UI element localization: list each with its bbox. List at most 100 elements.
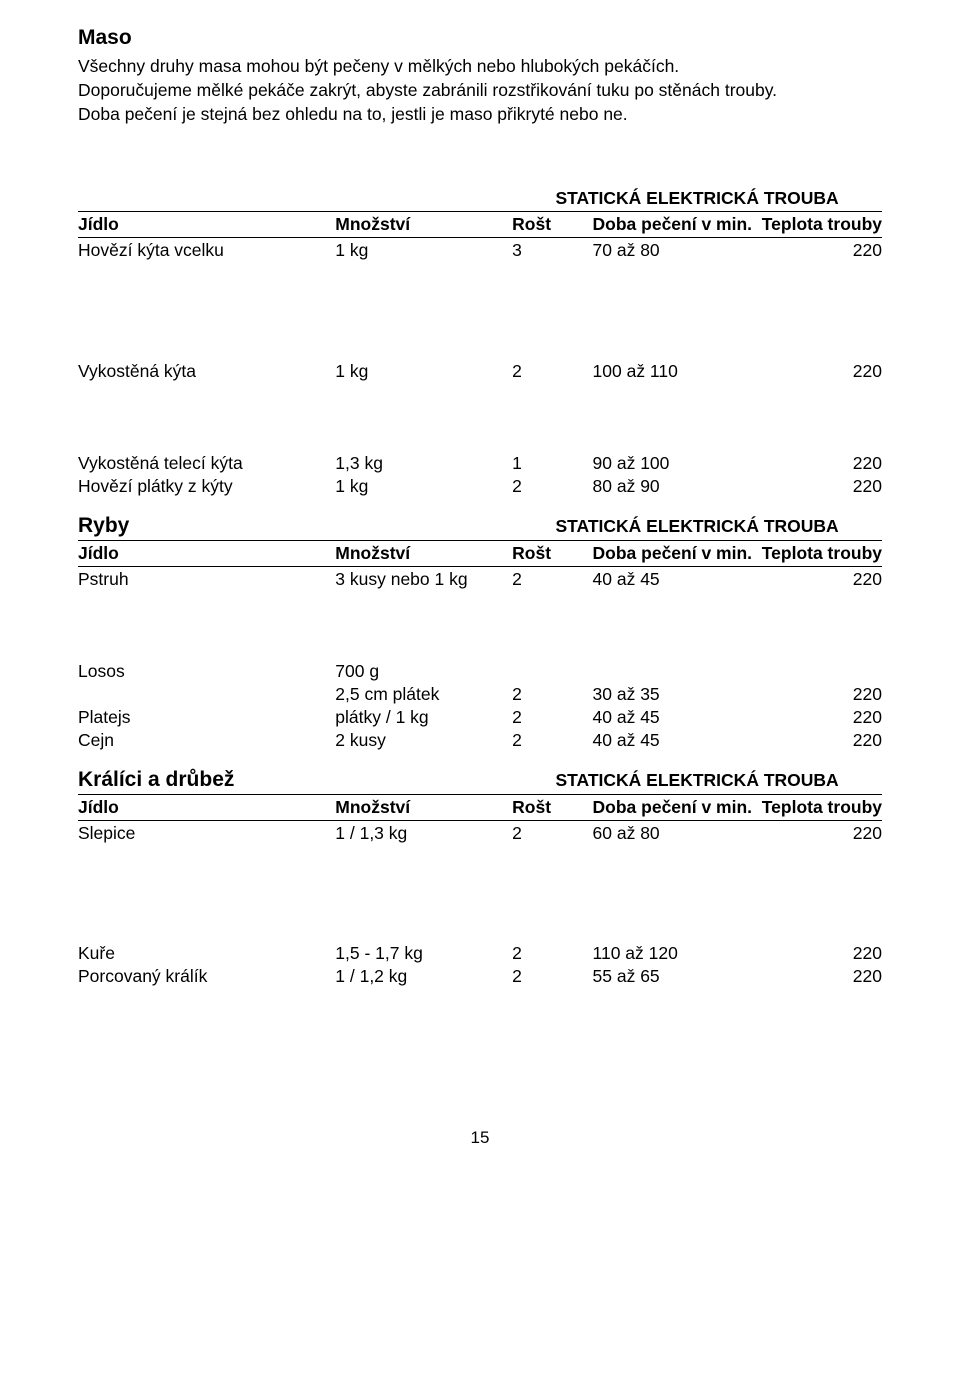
cell-time: 30 až 35	[593, 683, 762, 706]
cell-temp: 220	[761, 729, 882, 752]
cell-time: 90 až 100	[593, 452, 762, 475]
col-food: Jídlo	[78, 541, 335, 567]
cell-food: Vykostěná telecí kýta	[78, 452, 335, 475]
table-row: Platejs plátky / 1 kg 2 40 až 45 220	[78, 706, 882, 729]
col-qty: Množství	[335, 795, 512, 821]
cell-rack: 2	[512, 965, 592, 988]
intro-paragraph: Všechny druhy masa mohou být pečeny v mě…	[78, 54, 882, 126]
cell-qty: 2 kusy	[335, 729, 512, 752]
cell-food: Pstruh	[78, 567, 335, 593]
cell-time: 40 až 45	[593, 706, 762, 729]
cell-rack: 2	[512, 475, 592, 498]
poultry-table: Králíci a drůbež STATICKÁ ELEKTRICKÁ TRO…	[78, 766, 882, 988]
table-row: Pstruh 3 kusy nebo 1 kg 2 40 až 45 220	[78, 567, 882, 593]
table-row: Hovězí plátky z kýty 1 kg 2 80 až 90 220	[78, 475, 882, 498]
cell-time: 55 až 65	[593, 965, 762, 988]
cell-time	[593, 660, 762, 683]
cell-temp: 220	[761, 238, 882, 264]
table-row: Vykostěná kýta 1 kg 2 100 až 110 220	[78, 359, 882, 384]
table-row: Hovězí kýta vcelku 1 kg 3 70 až 80 220	[78, 238, 882, 264]
cell-rack: 3	[512, 238, 592, 264]
table-row: Vykostěná telecí kýta 1,3 kg 1 90 až 100…	[78, 452, 882, 475]
page-title: Maso	[78, 26, 882, 50]
cell-time: 40 až 45	[593, 567, 762, 593]
table-row: Kuře 1,5 - 1,7 kg 2 110 až 120 220	[78, 942, 882, 965]
page-number: 15	[78, 1128, 882, 1148]
cell-qty: 1 kg	[335, 238, 512, 264]
cell-rack: 2	[512, 359, 592, 384]
cell-qty: 1,5 - 1,7 kg	[335, 942, 512, 965]
cell-time: 100 až 110	[593, 359, 762, 384]
cell-food: Kuře	[78, 942, 335, 965]
cell-temp: 220	[761, 942, 882, 965]
fish-table: Ryby STATICKÁ ELEKTRICKÁ TROUBA Jídlo Mn…	[78, 512, 882, 752]
cell-rack: 2	[512, 821, 592, 847]
cell-food: Cejn	[78, 729, 335, 752]
col-time: Doba pečení v min.	[593, 541, 762, 567]
cell-temp: 220	[761, 567, 882, 593]
section-title-poultry: Králíci a drůbež	[78, 766, 335, 795]
cell-qty: 1 / 1,2 kg	[335, 965, 512, 988]
cell-qty: 1 kg	[335, 359, 512, 384]
cell-rack: 2	[512, 567, 592, 593]
cell-temp	[761, 660, 882, 683]
cell-temp: 220	[761, 683, 882, 706]
cell-food	[78, 683, 335, 706]
cell-food: Losos	[78, 660, 335, 683]
cell-qty: 700 g	[335, 660, 512, 683]
cell-temp: 220	[761, 706, 882, 729]
cell-rack: 2	[512, 706, 592, 729]
intro-line: Všechny druhy masa mohou být pečeny v mě…	[78, 54, 882, 78]
cell-time: 40 až 45	[593, 729, 762, 752]
cell-time: 80 až 90	[593, 475, 762, 498]
col-food: Jídlo	[78, 795, 335, 821]
table-row: 2,5 cm plátek 2 30 až 35 220	[78, 683, 882, 706]
cell-qty: 3 kusy nebo 1 kg	[335, 567, 512, 593]
cell-food: Hovězí kýta vcelku	[78, 238, 335, 264]
cell-time: 110 až 120	[593, 942, 762, 965]
meat-table: STATICKÁ ELEKTRICKÁ TROUBA Jídlo Množstv…	[78, 186, 882, 498]
cell-time: 60 až 80	[593, 821, 762, 847]
cell-rack	[512, 660, 592, 683]
col-qty: Množství	[335, 541, 512, 567]
table-row: Porcovaný králík 1 / 1,2 kg 2 55 až 65 2…	[78, 965, 882, 988]
cell-qty: plátky / 1 kg	[335, 706, 512, 729]
cell-qty: 2,5 cm plátek	[335, 683, 512, 706]
table-row: Losos 700 g	[78, 660, 882, 683]
cell-rack: 2	[512, 683, 592, 706]
cell-temp: 220	[761, 965, 882, 988]
oven-caption: STATICKÁ ELEKTRICKÁ TROUBA	[512, 512, 882, 541]
col-time: Doba pečení v min.	[593, 795, 762, 821]
col-rack: Rošt	[512, 795, 592, 821]
oven-caption: STATICKÁ ELEKTRICKÁ TROUBA	[512, 186, 882, 212]
col-rack: Rošt	[512, 541, 592, 567]
col-rack: Rošt	[512, 212, 592, 238]
cell-food: Slepice	[78, 821, 335, 847]
col-temp: Teplota trouby	[761, 541, 882, 567]
intro-line: Doba pečení je stejná bez ohledu na to, …	[78, 102, 882, 126]
cell-qty: 1 / 1,3 kg	[335, 821, 512, 847]
col-temp: Teplota trouby	[761, 212, 882, 238]
col-temp: Teplota trouby	[761, 795, 882, 821]
intro-line: Doporučujeme mělké pekáče zakrýt, abyste…	[78, 78, 882, 102]
cell-temp: 220	[761, 452, 882, 475]
cell-food: Vykostěná kýta	[78, 359, 335, 384]
cell-rack: 2	[512, 942, 592, 965]
table-row: Cejn 2 kusy 2 40 až 45 220	[78, 729, 882, 752]
section-title-fish: Ryby	[78, 512, 335, 541]
col-time: Doba pečení v min.	[593, 212, 762, 238]
cell-rack: 2	[512, 729, 592, 752]
table-row: Slepice 1 / 1,3 kg 2 60 až 80 220	[78, 821, 882, 847]
cell-time: 70 až 80	[593, 238, 762, 264]
cell-temp: 220	[761, 359, 882, 384]
cell-qty: 1,3 kg	[335, 452, 512, 475]
cell-food: Porcovaný králík	[78, 965, 335, 988]
cell-qty: 1 kg	[335, 475, 512, 498]
cell-rack: 1	[512, 452, 592, 475]
col-qty: Množství	[335, 212, 512, 238]
cell-food: Platejs	[78, 706, 335, 729]
col-food: Jídlo	[78, 212, 335, 238]
cell-temp: 220	[761, 821, 882, 847]
oven-caption: STATICKÁ ELEKTRICKÁ TROUBA	[512, 766, 882, 795]
cell-food: Hovězí plátky z kýty	[78, 475, 335, 498]
